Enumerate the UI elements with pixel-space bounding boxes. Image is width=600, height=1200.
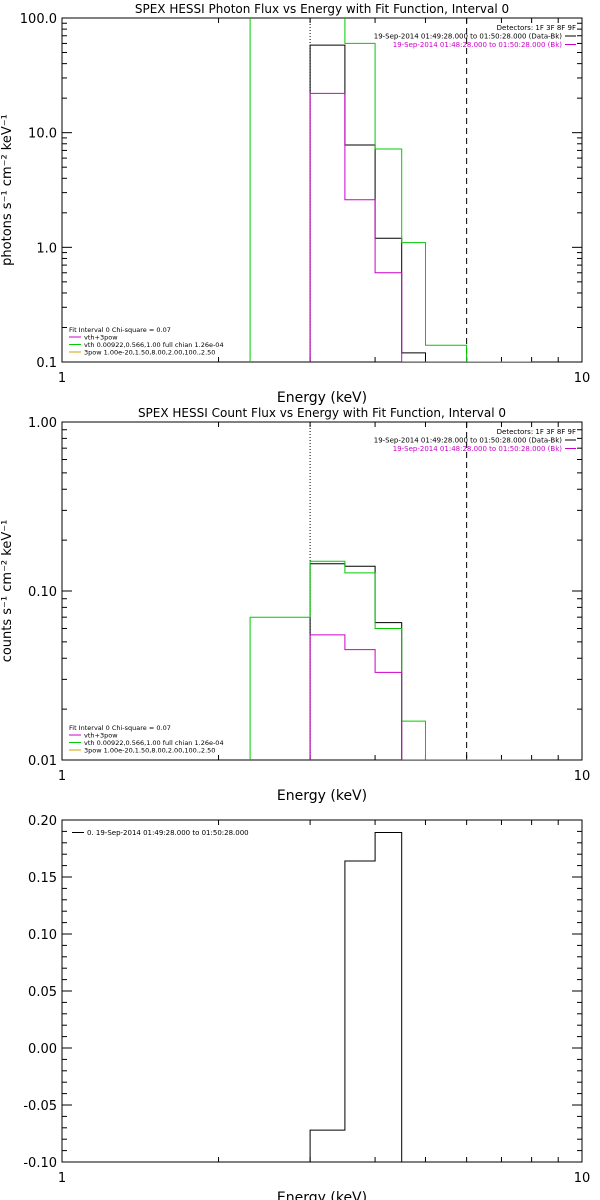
y-tick-label: 0.10: [28, 928, 57, 943]
y-tick-label: 10.0: [28, 127, 57, 142]
y-axis-label: photons s⁻¹ cm⁻² keV⁻¹: [0, 114, 15, 266]
legend-entry: Detectors: 1F 3F 8F 9F: [497, 428, 576, 436]
series-1-step-line: [309, 563, 467, 760]
x-axis-label: Energy (keV): [277, 788, 367, 804]
x-tick-label: 10: [574, 1171, 591, 1186]
axis-box: [61, 421, 583, 761]
x-tick-label: 1: [58, 371, 66, 386]
fit-legend-entry: Fit Interval 0 Chi-square = 0.07: [69, 724, 171, 732]
fit-legend-entry: Fit Interval 0 Chi-square = 0.07: [69, 326, 171, 334]
legend-entry: 19-Sep-2014 01:49:28.000 to 01:50:28.000…: [374, 33, 563, 41]
y-tick-label: 0.1: [36, 356, 57, 371]
chart-panel-2: SPEX HESSI Count Flux vs Energy with Fit…: [0, 406, 590, 804]
fit-legend-entry: 3pow 1.00e-20,1.50,8.00,2.00,100.,2.50: [84, 349, 215, 357]
y-tick-label: -0.10: [23, 1156, 57, 1171]
fit-legend-entry: vth 0.00922,0.566,1.00 full chian 1.26e-…: [84, 341, 224, 349]
y-axis-label: counts s⁻¹ cm⁻² keV⁻¹: [0, 520, 15, 663]
series-1-step-line: [309, 44, 467, 362]
y-tick-label: -0.05: [23, 1099, 57, 1114]
plot-area: [309, 832, 403, 1162]
series-3-step-line: [309, 634, 467, 760]
x-axis-label: Energy (keV): [277, 390, 367, 406]
fit-legend-entry: vth 0.00922,0.566,1.00 full chian 1.26e-…: [84, 739, 224, 747]
legend-entry: 19-Sep-2014 01:48:28.000 to 01:50:28.000…: [393, 41, 563, 49]
legend-entry: 19-Sep-2014 01:48:28.000 to 01:50:28.000…: [393, 445, 563, 453]
plot-area: [249, 422, 532, 760]
fit-legend-entry: vth+3pow: [84, 334, 118, 342]
legend-entry: Detectors: 1F 3F 8F 9F: [497, 24, 576, 32]
x-axis-label: Energy (keV): [277, 1190, 367, 1200]
axis-box: [61, 819, 583, 1163]
x-tick-label: 10: [574, 769, 591, 784]
series-3-step-line: [309, 92, 467, 362]
y-tick-label: 1.0: [36, 241, 57, 256]
y-tick-label: 100.0: [20, 12, 57, 27]
plot-area: [249, 18, 532, 362]
y-tick-label: 1.00: [28, 416, 57, 431]
fit-legend-entry: vth+3pow: [84, 732, 118, 740]
x-tick-label: 10: [574, 371, 591, 386]
x-tick-label: 1: [58, 769, 66, 784]
series-1-step-line: [309, 832, 403, 1162]
y-tick-label: 0.00: [28, 1042, 57, 1057]
chart-title: SPEX HESSI Count Flux vs Energy with Fit…: [138, 406, 506, 420]
fit-legend-entry: 3pow 1.00e-20,1.50,8.00,2.00,100.,2.50: [84, 747, 215, 755]
chart-title: SPEX HESSI Photon Flux vs Energy with Fi…: [135, 2, 509, 16]
legend-entry: 19-Sep-2014 01:49:28.000 to 01:50:28.000…: [374, 437, 563, 445]
y-tick-label: 0.10: [28, 585, 57, 600]
chart-panel-1: SPEX HESSI Photon Flux vs Energy with Fi…: [0, 2, 590, 406]
y-tick-label: 0.01: [28, 754, 57, 769]
y-tick-label: 0.15: [28, 871, 57, 886]
series-2-step-line: [249, 560, 532, 760]
axis-box: [61, 17, 583, 363]
series-2-step-line: [249, 18, 532, 362]
y-tick-label: 0.20: [28, 814, 57, 829]
y-tick-label: 0.05: [28, 985, 57, 1000]
x-tick-label: 1: [58, 1171, 66, 1186]
legend-entry: 0. 19-Sep-2014 01:49:28.000 to 01:50:28.…: [87, 829, 249, 837]
chart-panel-3: 1 10 Energy (keV) -0.10 -0.05 0.00 0.05 0.10 0.1…: [23, 814, 590, 1200]
